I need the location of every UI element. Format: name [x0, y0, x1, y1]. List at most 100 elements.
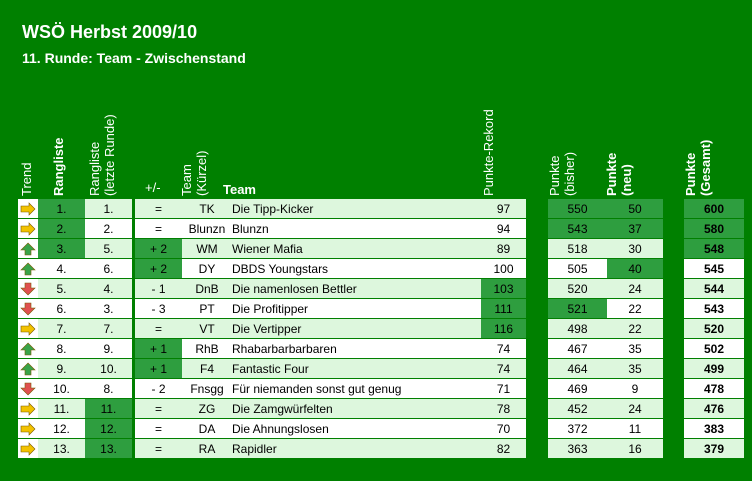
points-new-cell: 22 — [607, 318, 663, 339]
record-cell: 89 — [481, 238, 526, 259]
delta-cell: - 3 — [135, 298, 182, 319]
gap — [132, 378, 135, 399]
arrow-right-icon — [20, 202, 36, 216]
table-row: 1. 1. = TK Die Tipp-Kicker 97 550 50 600 — [18, 199, 744, 219]
rank-cell: 13. — [38, 438, 85, 459]
delta-cell: - 1 — [135, 278, 182, 299]
header-rangliste-prev: Rangliste — [87, 141, 102, 196]
points-prev-cell: 518 — [548, 238, 607, 259]
team-name-cell: Die Vertipper — [232, 318, 481, 339]
points-total-cell: 478 — [684, 378, 744, 399]
header-trend: Trend — [19, 162, 34, 196]
header-neu-sub: (neu) — [619, 164, 634, 196]
header-neu: Punkte — [604, 152, 619, 196]
rank-cell: 4. — [38, 258, 85, 279]
trend-cell — [18, 418, 38, 439]
header-rekord: Punkte-Rekord — [481, 109, 496, 196]
points-total-cell: 383 — [684, 418, 744, 439]
team-name-cell: Die Tipp-Kicker — [232, 199, 481, 219]
rank-cell: 7. — [38, 318, 85, 339]
team-name-cell: Für niemanden sonst gut genug — [232, 378, 481, 399]
arrow-right-icon — [20, 422, 36, 436]
rank-cell: 8. — [38, 338, 85, 359]
points-new-cell: 24 — [607, 278, 663, 299]
record-cell: 71 — [481, 378, 526, 399]
arrow-down-icon — [20, 282, 36, 296]
header-rangliste: Rangliste — [51, 137, 66, 196]
delta-cell: - 2 — [135, 378, 182, 399]
team-abbr-cell: ZG — [182, 398, 232, 419]
team-name-cell: Wiener Mafia — [232, 238, 481, 259]
gap — [132, 418, 135, 439]
points-new-cell: 9 — [607, 378, 663, 399]
points-total-cell: 545 — [684, 258, 744, 279]
points-total-cell: 580 — [684, 218, 744, 239]
arrow-up-icon — [20, 262, 36, 276]
prev-rank-cell: 2. — [85, 218, 132, 239]
delta-cell: = — [135, 218, 182, 239]
delta-cell: = — [135, 418, 182, 439]
points-prev-cell: 372 — [548, 418, 607, 439]
header-kurz-sub: (Kürzel) — [194, 150, 209, 196]
record-cell: 94 — [481, 218, 526, 239]
gap — [132, 398, 135, 419]
header-kurz: Team — [179, 164, 194, 196]
prev-rank-cell: 5. — [85, 238, 132, 259]
points-prev-cell: 505 — [548, 258, 607, 279]
separator — [663, 378, 684, 399]
separator — [663, 338, 684, 359]
points-new-cell: 30 — [607, 238, 663, 259]
trend-cell — [18, 438, 38, 459]
points-total-cell: 520 — [684, 318, 744, 339]
delta-cell: = — [135, 318, 182, 339]
arrow-up-icon — [20, 242, 36, 256]
points-total-cell: 600 — [684, 199, 744, 219]
separator — [663, 278, 684, 299]
rank-cell: 3. — [38, 238, 85, 259]
delta-cell: = — [135, 199, 182, 219]
rank-cell: 2. — [38, 218, 85, 239]
trend-cell — [18, 358, 38, 379]
gap — [132, 278, 135, 299]
points-new-cell: 35 — [607, 358, 663, 379]
gap — [132, 258, 135, 279]
team-abbr-cell: RA — [182, 438, 232, 459]
header-gesamt-sub: (Gesamt) — [698, 139, 713, 196]
record-cell: 116 — [481, 318, 526, 339]
table-row: 2. 2. = Blunzn Blunzn 94 543 37 580 — [18, 218, 744, 239]
separator — [526, 199, 548, 219]
table-row: 8. 9. + 1 RhB Rhabarbarbarbaren 74 467 35 502 — [18, 338, 744, 359]
arrow-up-icon — [20, 362, 36, 376]
delta-cell: = — [135, 438, 182, 459]
points-prev-cell: 498 — [548, 318, 607, 339]
trend-cell — [18, 278, 38, 299]
team-abbr-cell: DY — [182, 258, 232, 279]
points-new-cell: 37 — [607, 218, 663, 239]
trend-cell — [18, 218, 38, 239]
separator — [663, 418, 684, 439]
rank-cell: 6. — [38, 298, 85, 319]
team-name-cell: Rhabarbarbarbaren — [232, 338, 481, 359]
separator — [663, 218, 684, 239]
separator — [526, 298, 548, 319]
record-cell: 82 — [481, 438, 526, 459]
points-new-cell: 24 — [607, 398, 663, 419]
separator — [526, 358, 548, 379]
separator — [526, 438, 548, 459]
separator — [526, 418, 548, 439]
header-team: Team — [223, 182, 256, 197]
delta-cell: + 2 — [135, 258, 182, 279]
points-new-cell: 40 — [607, 258, 663, 279]
team-name-cell: Die Profitipper — [232, 298, 481, 319]
points-prev-cell: 363 — [548, 438, 607, 459]
page-title: WSÖ Herbst 2009/10 — [22, 22, 198, 42]
arrow-down-icon — [20, 302, 36, 316]
points-total-cell: 548 — [684, 238, 744, 259]
gap — [132, 438, 135, 459]
gap — [132, 199, 135, 219]
record-cell: 74 — [481, 358, 526, 379]
header-bisher: Punkte — [547, 155, 562, 196]
separator — [663, 438, 684, 459]
table-row: 10. 8. - 2 Fnsgg Für niemanden sonst gut gen… — [18, 378, 744, 399]
rank-cell: 12. — [38, 418, 85, 439]
